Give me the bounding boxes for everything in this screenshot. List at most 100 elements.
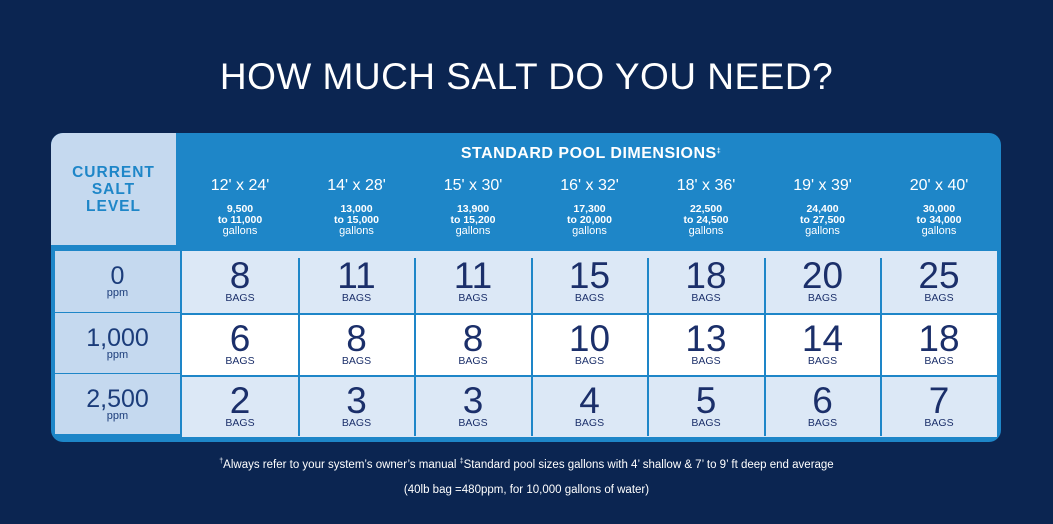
bag-count: 6	[229, 318, 251, 359]
bags-label: BAGS	[924, 292, 954, 304]
bag-count: 4	[579, 380, 600, 421]
footnote-text-1: Always refer to your system’s owner’s ma…	[223, 459, 460, 471]
bags-cell: 2 BAGS	[182, 377, 298, 437]
salt-table: CURRENT SALT LEVEL STANDARD POOL DIMENSI…	[51, 133, 1001, 442]
ppm-unit: ppm	[106, 287, 129, 299]
bags-label: BAGS	[458, 417, 488, 429]
gallon-range: 30,000 to 34,000	[916, 203, 962, 226]
bags-label: BAGS	[807, 292, 838, 304]
column-divider	[880, 258, 882, 436]
pool-dimension-column: 14' x 28' 13,000 to 15,000 gallons	[299, 177, 415, 237]
bag-count: 5	[695, 380, 717, 421]
footnote-line-2: (40lb bag =480ppm, for 10,000 gallons of…	[403, 484, 650, 496]
pool-size: 12' x 24'	[210, 177, 270, 194]
gallon-range: 13,000 to 15,000	[334, 203, 379, 226]
bags-cell: 20 BAGS	[765, 251, 881, 313]
salt-level-cell: 0 ppm	[55, 251, 180, 312]
bag-count: 2	[229, 380, 251, 421]
bags-cell: 7 BAGS	[881, 377, 997, 437]
pool-dimension-column: 16' x 32' 17,300 to 20,000 gallons	[532, 177, 648, 237]
table-row: 6 BAGS 8 BAGS 8 BAGS 10 BAGS 13 BAGS 14 BAGS 18 BAGS	[182, 315, 997, 375]
bag-count: 3	[346, 380, 367, 421]
bags-label: BAGS	[341, 292, 372, 304]
gallons-unit: gallons	[688, 225, 724, 237]
column-divider	[763, 258, 766, 436]
table-row: 8 BAGS 11 BAGS 11 BAGS 15 BAGS 18 BAGS 20 BAGS 25 BAG…	[182, 251, 997, 313]
bags-cell: 6 BAGS	[765, 377, 881, 437]
salt-level-cell: 1,000 ppm	[55, 313, 180, 373]
gallons-unit: gallons	[455, 225, 491, 237]
bags-label: BAGS	[341, 417, 372, 429]
bag-count: 25	[918, 255, 960, 296]
salt-level-value: 0	[110, 262, 125, 290]
bags-label: BAGS	[691, 292, 721, 304]
pool-dimension-column: 20' x 40' 30,000 to 34,000 gallons	[881, 177, 997, 237]
bags-label: BAGS	[225, 292, 255, 304]
bag-count: 15	[568, 255, 611, 296]
bags-label: BAGS	[341, 355, 372, 367]
table-row: 2 BAGS 3 BAGS 3 BAGS 4 BAGS 5 BAGS 6 BAGS 7 BAGS	[182, 377, 997, 437]
bag-count: 3	[462, 380, 484, 421]
bag-count: 18	[685, 255, 727, 296]
bag-count: 14	[801, 318, 844, 359]
bag-count: 18	[918, 318, 960, 359]
gallons-unit: gallons	[222, 225, 258, 237]
bag-count: 10	[568, 318, 611, 359]
footnote-text-2: Standard pool sizes gallons with 4’ shal…	[463, 459, 834, 471]
bags-label: BAGS	[225, 355, 255, 367]
bags-cell: 25 BAGS	[881, 251, 997, 313]
gallon-range: 17,300 to 20,000	[567, 203, 612, 226]
gallon-range: 22,500 to 24,500	[683, 203, 729, 226]
bag-count: 20	[801, 255, 844, 296]
bags-cell: 11 BAGS	[415, 251, 531, 313]
column-divider	[530, 258, 533, 436]
dagger-mark: †	[219, 458, 224, 465]
bags-cell: 10 BAGS	[532, 315, 648, 375]
bags-label: BAGS	[924, 417, 954, 429]
bags-label: BAGS	[458, 355, 488, 367]
bags-label: BAGS	[691, 417, 721, 429]
bags-cell: 18 BAGS	[881, 315, 997, 375]
bags-label: BAGS	[225, 417, 255, 429]
bag-count: 13	[685, 318, 727, 359]
bags-label: BAGS	[574, 417, 605, 429]
gallons-unit: gallons	[339, 225, 374, 237]
bags-label: BAGS	[807, 355, 838, 367]
bags-cell: 8 BAGS	[182, 251, 298, 313]
pool-size: 16' x 32'	[560, 177, 619, 194]
bag-count: 8	[462, 318, 484, 359]
salt-level-value: 2,500	[86, 384, 149, 413]
bags-cell: 5 BAGS	[648, 377, 764, 437]
bags-label: BAGS	[807, 417, 838, 429]
footnote-line-1: †Always refer to your system’s owner’s m…	[0, 458, 1053, 471]
bags-cell: 15 BAGS	[532, 251, 648, 313]
column-divider	[297, 258, 300, 436]
bags-cell: 8 BAGS	[299, 315, 415, 375]
bags-label: BAGS	[691, 355, 721, 367]
bags-label: BAGS	[574, 355, 605, 367]
bag-count: 11	[337, 255, 376, 296]
bags-cell: 14 BAGS	[765, 315, 881, 375]
salt-level-value: 1,000	[86, 323, 149, 352]
bags-cell: 3 BAGS	[299, 377, 415, 437]
bags-label: BAGS	[458, 292, 488, 304]
ppm-unit: ppm	[106, 348, 129, 361]
bags-cell: 4 BAGS	[532, 377, 648, 437]
bag-count: 11	[453, 255, 493, 296]
pool-dimensions-title: STANDARD POOL DIMENSIONS	[460, 145, 717, 162]
bag-count: 6	[812, 380, 833, 421]
salt-level-cell: 2,500 ppm	[55, 374, 180, 434]
bags-cell: 3 BAGS	[415, 377, 531, 437]
bags-cell: 6 BAGS	[182, 315, 298, 375]
bag-count: 7	[928, 380, 950, 421]
page-title: HOW MUCH SALT DO YOU NEED?	[219, 56, 834, 97]
pool-size: 15' x 30'	[443, 177, 503, 194]
pool-size: 20' x 40'	[909, 177, 969, 194]
pool-dimension-column: 19' x 39' 24,400 to 27,500 gallons	[765, 177, 881, 237]
gallon-range: 13,900 to 15,200	[450, 203, 496, 226]
bags-cell: 8 BAGS	[415, 315, 531, 375]
gallon-range: 9,500 to 11,000	[217, 203, 263, 226]
pool-dimension-column: 12' x 24' 9,500 to 11,000 gallons	[182, 177, 298, 237]
current-salt-level-header: CURRENT SALT LEVEL	[51, 133, 176, 245]
pool-dimension-column: 15' x 30' 13,900 to 15,200 gallons	[415, 177, 531, 237]
